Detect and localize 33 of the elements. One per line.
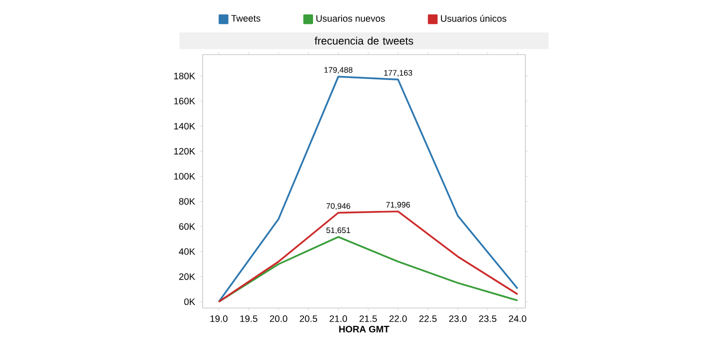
x-tick-label: 22.5 — [419, 315, 437, 322]
legend-label: Usuarios únicos — [440, 14, 506, 22]
legend-label: Usuarios nuevos — [316, 14, 385, 22]
x-tick-label: 19.0 — [210, 315, 228, 322]
y-tick-label: 160K — [174, 98, 196, 104]
legend-label: Tweets — [231, 15, 260, 22]
x-tick-label: 23.5 — [479, 315, 496, 322]
data-label: 179,488 — [324, 67, 352, 74]
x-tick-label: 19.5 — [240, 315, 258, 322]
chart-title: frecuencia de tweets — [314, 36, 414, 45]
y-tick-label: 140K — [174, 122, 196, 130]
x-tick-label: 20.0 — [270, 315, 288, 322]
line-series — [218, 76, 518, 303]
data-label: 177,163 — [384, 70, 412, 77]
y-tick-label: 40K — [178, 248, 196, 255]
y-tick-label: 20K — [179, 273, 196, 280]
x-tick-label: 24.0 — [508, 315, 526, 322]
data-label: 70,946 — [326, 203, 350, 210]
x-tick-label: 22.0 — [389, 315, 407, 322]
y-tick-label: 100K — [174, 173, 196, 180]
x-tick-label: 20.5 — [300, 315, 318, 322]
y-tick-label: 80K — [179, 198, 196, 205]
y-tick-label: 0K — [184, 298, 196, 306]
data-label: 51,651 — [326, 227, 350, 234]
y-tick-label: 120K — [174, 148, 196, 155]
data-label: 71,996 — [386, 202, 410, 209]
y-tick-label: 60K — [179, 223, 196, 230]
x-axis-title: HORA GMT — [339, 326, 390, 332]
x-tick-label: 21.5 — [360, 315, 377, 322]
x-tick-label: 23.0 — [449, 315, 467, 322]
x-tick-label: 21.0 — [330, 315, 348, 322]
line-series — [218, 210, 518, 303]
y-tick-label: 180K — [174, 72, 196, 80]
